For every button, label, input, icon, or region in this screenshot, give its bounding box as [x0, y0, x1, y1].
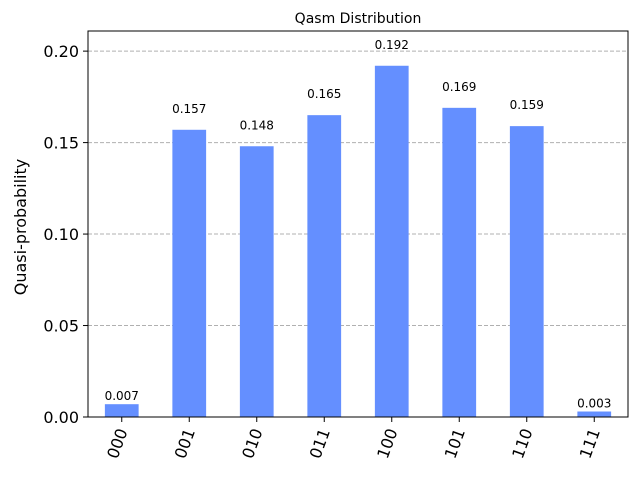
bar-101 [442, 107, 477, 418]
y-tick-label: 0.15 [43, 134, 79, 153]
x-tick-label: 110 [508, 426, 536, 461]
bar-value-label: 0.159 [510, 98, 544, 112]
bar-value-label: 0.165 [307, 87, 341, 101]
bar-value-label: 0.003 [577, 397, 611, 411]
bar-value-label: 0.157 [172, 102, 206, 116]
bar-010 [239, 146, 274, 417]
bar-value-label: 0.148 [240, 118, 274, 132]
bar-labels-layer: 0.007 0.157 0.148 0.165 0.192 0.169 0.159 0.003 [105, 38, 612, 411]
chart-title: Qasm Distribution [295, 11, 422, 27]
plot-frame [87, 30, 629, 418]
bar-011 [307, 115, 342, 417]
bar-value-label: 0.169 [442, 80, 476, 94]
bar-value-label: 0.007 [105, 389, 139, 403]
bar-000 [104, 404, 139, 417]
x-tick-label: 000 [103, 426, 131, 461]
bar-100 [374, 65, 409, 417]
y-tick-label: 0.05 [43, 317, 79, 336]
bar-111 [577, 411, 612, 417]
y-tick-label: 0.20 [43, 42, 79, 61]
x-tick-label: 101 [441, 426, 469, 461]
x-tick-label: 011 [306, 426, 334, 461]
bars-layer [104, 65, 612, 418]
x-tick-label: 001 [171, 426, 199, 461]
bar-110 [509, 126, 544, 417]
x-tick-label: 111 [576, 426, 604, 461]
grid-layer [88, 50, 628, 327]
x-tick-label: 010 [238, 426, 266, 461]
y-tick-label: 0.00 [43, 408, 79, 427]
y-tick-label: 0.10 [43, 225, 79, 244]
y-axis-label: Quasi-probability [11, 159, 30, 295]
x-tick-label: 100 [373, 426, 401, 461]
bar-001 [172, 129, 207, 417]
bar-value-label: 0.192 [375, 38, 409, 52]
